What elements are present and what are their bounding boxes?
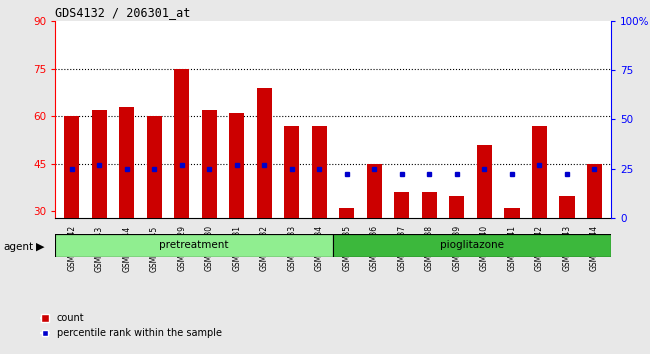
Bar (477, 145, 492, 218)
Bar (504, 208, 519, 218)
Bar (339, 208, 354, 218)
Bar (119, 107, 135, 218)
Bar (229, 113, 244, 218)
Text: GDS4132 / 206301_at: GDS4132 / 206301_at (55, 6, 190, 19)
Bar (395, 192, 410, 218)
Bar (64, 116, 79, 218)
Bar (92, 110, 107, 218)
Bar (257, 88, 272, 218)
Bar (333, 234, 611, 257)
Bar (587, 164, 602, 218)
Bar (422, 192, 437, 218)
Bar (532, 126, 547, 218)
Text: agent: agent (3, 242, 33, 252)
Bar (284, 126, 300, 218)
Bar (367, 164, 382, 218)
Bar (202, 110, 217, 218)
Bar (147, 116, 162, 218)
Bar (174, 69, 189, 218)
Bar (449, 195, 465, 218)
Bar (312, 126, 327, 218)
Text: pioglitazone: pioglitazone (440, 240, 504, 250)
Text: ▶: ▶ (36, 242, 44, 252)
Bar (560, 195, 575, 218)
Legend: count, percentile rank within the sample: count, percentile rank within the sample (37, 309, 226, 342)
Bar (55, 234, 333, 257)
Text: pretreatment: pretreatment (159, 240, 229, 250)
